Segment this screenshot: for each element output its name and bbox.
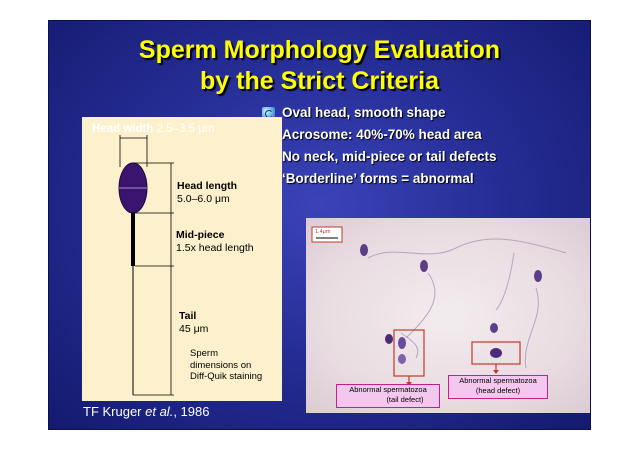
note-line-3: Diff-Quik staining <box>190 371 263 382</box>
bullet-text: No neck, mid-piece or tail defects <box>282 149 497 164</box>
title-line-2: by the Strict Criteria <box>200 67 439 95</box>
sperm-head <box>490 323 498 333</box>
head-length-value: 5.0–6.0 μm <box>177 193 230 205</box>
note-line-1: Sperm <box>190 348 218 359</box>
tail-defect-line-1: Abnormal spermatozoa <box>349 385 427 394</box>
arrow-head <box>493 370 499 374</box>
midpiece-title: Mid-piece <box>176 229 225 241</box>
head-width-value: 2.5–3.5 μm <box>156 123 215 135</box>
citation: TF Kruger et al., 1986 <box>83 404 209 419</box>
head-length-title: Head length <box>177 180 238 192</box>
sperm-head <box>490 348 502 358</box>
head-defect-line-1: Abnormal spermatozoa <box>459 376 537 385</box>
sperm-diagram <box>82 117 282 401</box>
sperm-head <box>398 337 406 349</box>
tail-strand <box>367 238 567 259</box>
slide-title: Sperm Morphology Evaluation by the Stric… <box>49 35 590 97</box>
bullet-item: Oval head, smooth shape <box>258 102 543 124</box>
diagram-note: Sperm dimensions on Diff-Quik staining <box>190 348 262 383</box>
micrograph-image: 1.4μm Abnormal spermatozoa (tail defect)… <box>306 218 590 413</box>
tail-strand <box>405 272 436 339</box>
sperm-head <box>360 244 368 256</box>
bullet-text: Oval head, smooth shape <box>282 105 446 120</box>
bullet-item: No neck, mid-piece or tail defects <box>258 146 543 168</box>
citation-author: TF Kruger <box>83 404 146 419</box>
tail-value: 45 μm <box>179 323 209 335</box>
note-line-2: dimensions on <box>190 359 252 371</box>
head-length-label: Head length 5.0–6.0 μm <box>177 180 237 206</box>
tail-title: Tail <box>179 310 197 322</box>
tail-strand <box>524 287 539 369</box>
micrograph-drawing <box>311 226 567 386</box>
head-width-title: Head width <box>92 123 154 135</box>
sperm-drawing <box>118 135 174 396</box>
sperm-midpiece <box>131 213 135 266</box>
sperm-head <box>420 260 428 272</box>
midpiece-label: Mid-piece 1.5x head length <box>176 229 254 255</box>
bullet-text: Acrosome: 40%-70% head area <box>282 127 482 142</box>
title-line-1: Sperm Morphology Evaluation <box>138 36 501 64</box>
citation-year: , 1986 <box>173 404 210 419</box>
tail-label: Tail 45 μm <box>179 310 208 336</box>
sperm-head <box>398 354 406 364</box>
bullet-item: ‘Borderline’ forms = abnormal <box>258 168 543 190</box>
citation-etal: et al. <box>145 404 174 419</box>
tail-defect-label: Abnormal spermatozoa (tail defect) <box>336 384 440 408</box>
sperm-head <box>385 334 393 344</box>
head-width-label: Head width 2.5–3.5 μm <box>92 123 214 136</box>
tail-strand <box>495 252 515 311</box>
midpiece-value: 1.5x head length <box>176 242 254 254</box>
sperm-head <box>534 270 542 282</box>
bullet-text: ‘Borderline’ forms = abnormal <box>282 171 474 186</box>
tail-defect-line-2: (tail defect) <box>386 395 424 404</box>
head-defect-label: Abnormal spermatozoa (head defect) <box>448 375 548 399</box>
tail-strand <box>400 332 419 359</box>
scale-bar-label: 1.4μm <box>315 229 331 235</box>
bullet-list: Oval head, smooth shape Acrosome: 40%-70… <box>258 102 543 190</box>
tail-defect-box <box>393 329 425 377</box>
bullet-item: Acrosome: 40%-70% head area <box>258 124 543 146</box>
head-defect-line-2: (head defect) <box>475 386 521 395</box>
